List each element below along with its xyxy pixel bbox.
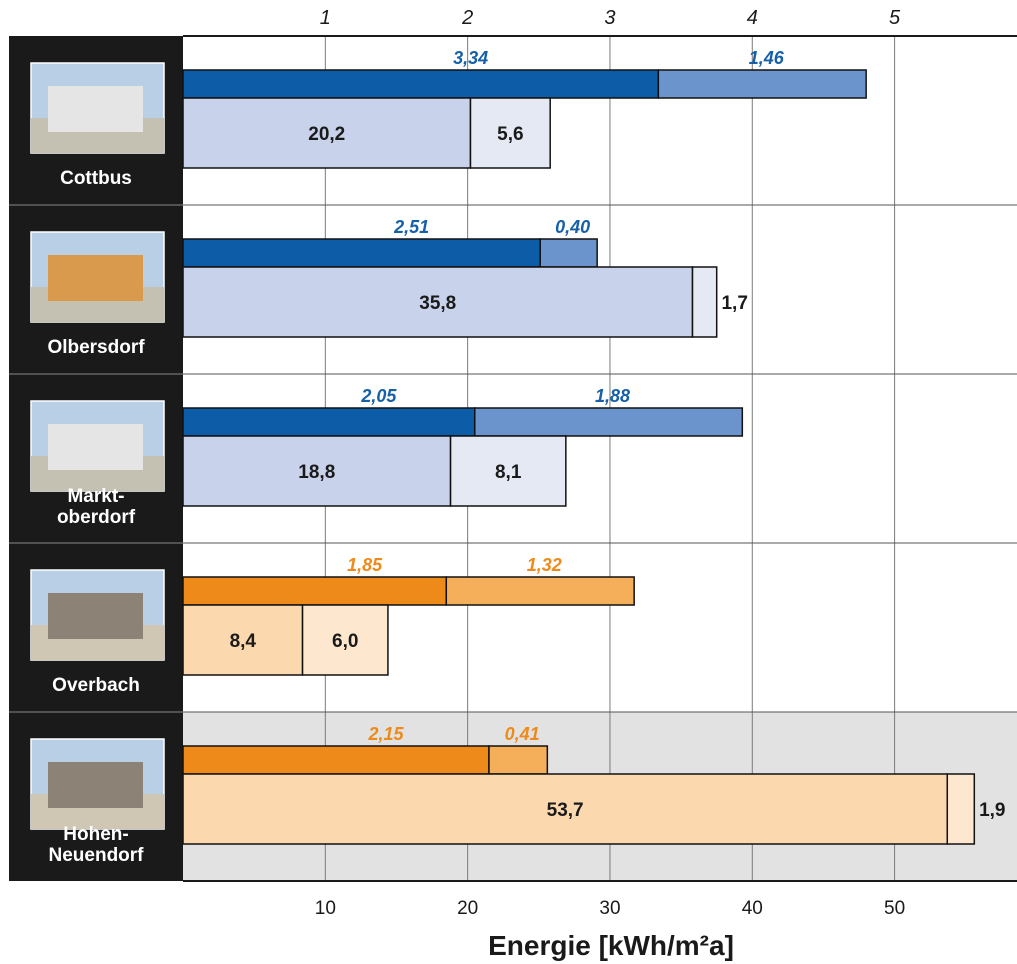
data-label-top-1: 2,15: [367, 724, 404, 744]
bar-bottom-segment-2: [301, 604, 389, 676]
bar-top-segment-2: [539, 238, 598, 268]
data-label-bottom-1: 20,2: [308, 124, 345, 145]
bar-top-segment-2: [657, 69, 867, 99]
bar-top-segment-2: [445, 576, 635, 606]
site-photo: [30, 231, 165, 323]
bar-bottom-segment-1: [182, 773, 949, 845]
data-label-top-2: 0,41: [505, 724, 540, 744]
bar-bottom-segment-2: [449, 435, 567, 507]
bar-top-segment-1: [182, 745, 490, 775]
data-label-bottom-2: 8,1: [495, 462, 522, 483]
bottom-axis-tick-label: 30: [599, 898, 620, 919]
data-label-top-1: 1,85: [347, 555, 383, 575]
bar-top-segment-2: [488, 745, 549, 775]
bar-top-segment-2: [474, 407, 744, 437]
site-photo: [30, 62, 165, 154]
top-axis-tick-label: 4: [747, 7, 758, 29]
site-name: Olbersdorf: [47, 337, 145, 358]
data-label-top-1: 2,51: [393, 217, 429, 237]
site-photo: [30, 738, 165, 830]
data-label-bottom-2: 6,0: [332, 631, 358, 652]
data-label-top-1: 3,34: [453, 48, 488, 68]
top-axis-tick-label: 2: [461, 7, 473, 29]
photo-building: [48, 255, 143, 301]
bar-top-segment-1: [182, 576, 448, 606]
data-label-top-2: 1,32: [527, 555, 562, 575]
site-photo: [30, 569, 165, 661]
bar-bottom-segment-2: [469, 97, 551, 169]
bottom-axis-tick-label: 10: [315, 898, 336, 919]
bottom-axis-tick-label: 20: [457, 898, 478, 919]
bar-bottom-segment-1: [182, 97, 472, 169]
photo-building: [48, 593, 143, 639]
site-photo: [30, 400, 165, 492]
bottom-axis-tick-label: 50: [884, 898, 905, 919]
data-label-top-1: 2,05: [360, 386, 397, 406]
data-label-bottom-2: 1,9: [979, 800, 1005, 821]
data-label-top-2: 1,88: [595, 386, 630, 406]
photo-building: [48, 424, 143, 470]
bar-bottom-segment-2: [946, 773, 976, 845]
bar-top-segment-1: [182, 238, 541, 268]
data-label-bottom-1: 35,8: [419, 293, 456, 314]
photo-building: [48, 762, 143, 808]
top-axis-tick-label: 1: [320, 7, 331, 29]
site-name: oberdorf: [57, 507, 136, 528]
data-label-bottom-2: 5,6: [497, 124, 523, 145]
photo-building: [48, 86, 143, 132]
site-name: Markt-: [67, 486, 124, 507]
site-name: Neuendorf: [49, 845, 145, 866]
data-label-bottom-1: 8,4: [230, 631, 257, 652]
bar-top-segment-1: [182, 69, 660, 99]
bottom-axis-tick-label: 40: [742, 898, 763, 919]
data-label-bottom-1: 18,8: [298, 462, 335, 483]
x-axis-title: Energie [kWh/m²a]: [488, 930, 734, 961]
bar-bottom-segment-2: [691, 266, 718, 338]
bar-bottom-segment-1: [182, 435, 452, 507]
site-name: Overbach: [52, 675, 140, 696]
site-name: Cottbus: [60, 168, 132, 189]
data-label-top-2: 0,40: [555, 217, 590, 237]
data-label-top-2: 1,46: [749, 48, 785, 68]
top-axis-tick-label: 3: [604, 7, 615, 29]
site-name: Hohen-: [63, 824, 128, 845]
top-axis-tick-label: 5: [889, 7, 901, 29]
data-label-bottom-2: 1,7: [721, 293, 747, 314]
bar-top-segment-1: [182, 407, 476, 437]
data-label-bottom-1: 53,7: [547, 800, 584, 821]
